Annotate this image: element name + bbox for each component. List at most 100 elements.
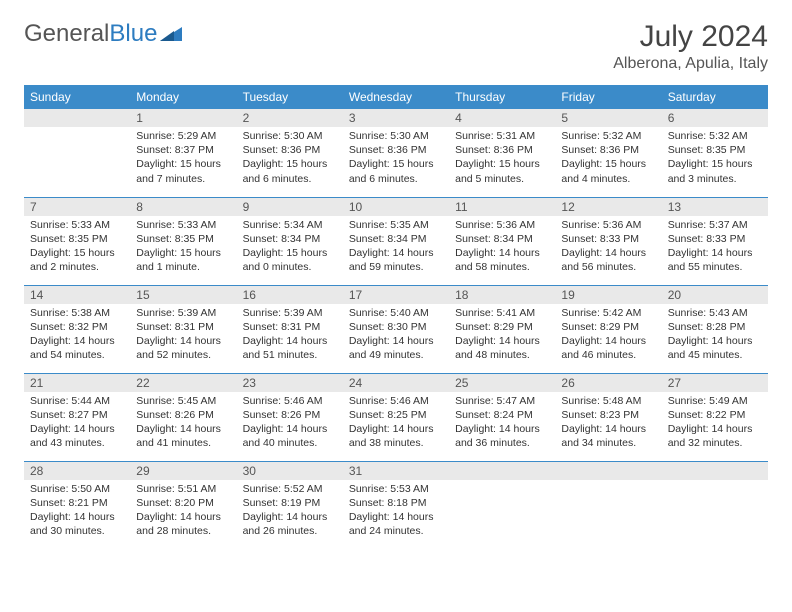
- day-content: Sunrise: 5:36 AMSunset: 8:34 PMDaylight:…: [449, 216, 555, 279]
- calendar-day-cell: 5Sunrise: 5:32 AMSunset: 8:36 PMDaylight…: [555, 109, 661, 197]
- day-number-empty: [449, 462, 555, 480]
- calendar-day-cell: 28Sunrise: 5:50 AMSunset: 8:21 PMDayligh…: [24, 461, 130, 549]
- calendar-week-row: 28Sunrise: 5:50 AMSunset: 8:21 PMDayligh…: [24, 461, 768, 549]
- day-content: Sunrise: 5:39 AMSunset: 8:31 PMDaylight:…: [130, 304, 236, 367]
- day-number: 26: [555, 374, 661, 392]
- day-content: Sunrise: 5:48 AMSunset: 8:23 PMDaylight:…: [555, 392, 661, 455]
- day-content: Sunrise: 5:29 AMSunset: 8:37 PMDaylight:…: [130, 127, 236, 190]
- day-content: Sunrise: 5:32 AMSunset: 8:36 PMDaylight:…: [555, 127, 661, 190]
- calendar-day-cell: 19Sunrise: 5:42 AMSunset: 8:29 PMDayligh…: [555, 285, 661, 373]
- calendar-day-cell: 23Sunrise: 5:46 AMSunset: 8:26 PMDayligh…: [237, 373, 343, 461]
- calendar-week-row: 7Sunrise: 5:33 AMSunset: 8:35 PMDaylight…: [24, 197, 768, 285]
- calendar-week-row: 21Sunrise: 5:44 AMSunset: 8:27 PMDayligh…: [24, 373, 768, 461]
- calendar-day-cell: [449, 461, 555, 549]
- weekday-header: Sunday: [24, 85, 130, 109]
- day-number: 10: [343, 198, 449, 216]
- calendar-day-cell: 14Sunrise: 5:38 AMSunset: 8:32 PMDayligh…: [24, 285, 130, 373]
- calendar-week-row: 1Sunrise: 5:29 AMSunset: 8:37 PMDaylight…: [24, 109, 768, 197]
- day-number: 27: [662, 374, 768, 392]
- calendar-day-cell: 26Sunrise: 5:48 AMSunset: 8:23 PMDayligh…: [555, 373, 661, 461]
- day-number-empty: [662, 462, 768, 480]
- day-number: 4: [449, 109, 555, 127]
- calendar-day-cell: 31Sunrise: 5:53 AMSunset: 8:18 PMDayligh…: [343, 461, 449, 549]
- day-number: 19: [555, 286, 661, 304]
- calendar-day-cell: 22Sunrise: 5:45 AMSunset: 8:26 PMDayligh…: [130, 373, 236, 461]
- day-content: Sunrise: 5:43 AMSunset: 8:28 PMDaylight:…: [662, 304, 768, 367]
- day-number: 6: [662, 109, 768, 127]
- day-content: Sunrise: 5:52 AMSunset: 8:19 PMDaylight:…: [237, 480, 343, 543]
- day-number: 2: [237, 109, 343, 127]
- calendar-day-cell: 12Sunrise: 5:36 AMSunset: 8:33 PMDayligh…: [555, 197, 661, 285]
- weekday-header: Monday: [130, 85, 236, 109]
- calendar-day-cell: 25Sunrise: 5:47 AMSunset: 8:24 PMDayligh…: [449, 373, 555, 461]
- day-number: 16: [237, 286, 343, 304]
- calendar-day-cell: 21Sunrise: 5:44 AMSunset: 8:27 PMDayligh…: [24, 373, 130, 461]
- calendar-day-cell: 2Sunrise: 5:30 AMSunset: 8:36 PMDaylight…: [237, 109, 343, 197]
- day-number: 12: [555, 198, 661, 216]
- day-content: Sunrise: 5:51 AMSunset: 8:20 PMDaylight:…: [130, 480, 236, 543]
- day-number: 14: [24, 286, 130, 304]
- calendar-week-row: 14Sunrise: 5:38 AMSunset: 8:32 PMDayligh…: [24, 285, 768, 373]
- day-number: 28: [24, 462, 130, 480]
- calendar-day-cell: [24, 109, 130, 197]
- day-number-empty: [24, 109, 130, 127]
- calendar-body: 1Sunrise: 5:29 AMSunset: 8:37 PMDaylight…: [24, 109, 768, 549]
- calendar-day-cell: 1Sunrise: 5:29 AMSunset: 8:37 PMDaylight…: [130, 109, 236, 197]
- calendar-day-cell: 29Sunrise: 5:51 AMSunset: 8:20 PMDayligh…: [130, 461, 236, 549]
- day-content: Sunrise: 5:46 AMSunset: 8:26 PMDaylight:…: [237, 392, 343, 455]
- weekday-header: Thursday: [449, 85, 555, 109]
- title-block: July 2024 Alberona, Apulia, Italy: [613, 20, 768, 73]
- day-number: 18: [449, 286, 555, 304]
- calendar-day-cell: [662, 461, 768, 549]
- calendar-day-cell: 17Sunrise: 5:40 AMSunset: 8:30 PMDayligh…: [343, 285, 449, 373]
- day-content: Sunrise: 5:30 AMSunset: 8:36 PMDaylight:…: [237, 127, 343, 190]
- weekday-header: Wednesday: [343, 85, 449, 109]
- weekday-header: Saturday: [662, 85, 768, 109]
- calendar-day-cell: 6Sunrise: 5:32 AMSunset: 8:35 PMDaylight…: [662, 109, 768, 197]
- day-content: Sunrise: 5:44 AMSunset: 8:27 PMDaylight:…: [24, 392, 130, 455]
- day-content: Sunrise: 5:46 AMSunset: 8:25 PMDaylight:…: [343, 392, 449, 455]
- calendar-day-cell: 20Sunrise: 5:43 AMSunset: 8:28 PMDayligh…: [662, 285, 768, 373]
- day-number: 24: [343, 374, 449, 392]
- day-number: 3: [343, 109, 449, 127]
- day-content: Sunrise: 5:32 AMSunset: 8:35 PMDaylight:…: [662, 127, 768, 190]
- day-content: Sunrise: 5:39 AMSunset: 8:31 PMDaylight:…: [237, 304, 343, 367]
- day-content: Sunrise: 5:33 AMSunset: 8:35 PMDaylight:…: [24, 216, 130, 279]
- day-number: 5: [555, 109, 661, 127]
- day-number: 11: [449, 198, 555, 216]
- day-number: 13: [662, 198, 768, 216]
- calendar-day-cell: 27Sunrise: 5:49 AMSunset: 8:22 PMDayligh…: [662, 373, 768, 461]
- brand-part1: General: [24, 20, 109, 48]
- calendar-table: Sunday Monday Tuesday Wednesday Thursday…: [24, 85, 768, 549]
- day-number: 31: [343, 462, 449, 480]
- calendar-day-cell: 9Sunrise: 5:34 AMSunset: 8:34 PMDaylight…: [237, 197, 343, 285]
- day-number: 7: [24, 198, 130, 216]
- day-content: Sunrise: 5:36 AMSunset: 8:33 PMDaylight:…: [555, 216, 661, 279]
- calendar-day-cell: 10Sunrise: 5:35 AMSunset: 8:34 PMDayligh…: [343, 197, 449, 285]
- day-number-empty: [555, 462, 661, 480]
- calendar-day-cell: [555, 461, 661, 549]
- day-number: 29: [130, 462, 236, 480]
- day-content: Sunrise: 5:47 AMSunset: 8:24 PMDaylight:…: [449, 392, 555, 455]
- day-content: Sunrise: 5:53 AMSunset: 8:18 PMDaylight:…: [343, 480, 449, 543]
- day-content: Sunrise: 5:38 AMSunset: 8:32 PMDaylight:…: [24, 304, 130, 367]
- brand-logo: GeneralBlue: [24, 20, 182, 48]
- location-text: Alberona, Apulia, Italy: [613, 55, 768, 73]
- day-number: 25: [449, 374, 555, 392]
- day-content: Sunrise: 5:31 AMSunset: 8:36 PMDaylight:…: [449, 127, 555, 190]
- page-header: GeneralBlue July 2024 Alberona, Apulia, …: [24, 20, 768, 73]
- calendar-day-cell: 18Sunrise: 5:41 AMSunset: 8:29 PMDayligh…: [449, 285, 555, 373]
- day-content: Sunrise: 5:34 AMSunset: 8:34 PMDaylight:…: [237, 216, 343, 279]
- day-content: Sunrise: 5:30 AMSunset: 8:36 PMDaylight:…: [343, 127, 449, 190]
- day-content: Sunrise: 5:50 AMSunset: 8:21 PMDaylight:…: [24, 480, 130, 543]
- calendar-day-cell: 7Sunrise: 5:33 AMSunset: 8:35 PMDaylight…: [24, 197, 130, 285]
- day-number: 17: [343, 286, 449, 304]
- day-number: 21: [24, 374, 130, 392]
- calendar-day-cell: 3Sunrise: 5:30 AMSunset: 8:36 PMDaylight…: [343, 109, 449, 197]
- day-content: Sunrise: 5:33 AMSunset: 8:35 PMDaylight:…: [130, 216, 236, 279]
- logo-triangle-icon: [160, 20, 182, 48]
- calendar-day-cell: 15Sunrise: 5:39 AMSunset: 8:31 PMDayligh…: [130, 285, 236, 373]
- calendar-day-cell: 8Sunrise: 5:33 AMSunset: 8:35 PMDaylight…: [130, 197, 236, 285]
- day-number: 22: [130, 374, 236, 392]
- weekday-header: Friday: [555, 85, 661, 109]
